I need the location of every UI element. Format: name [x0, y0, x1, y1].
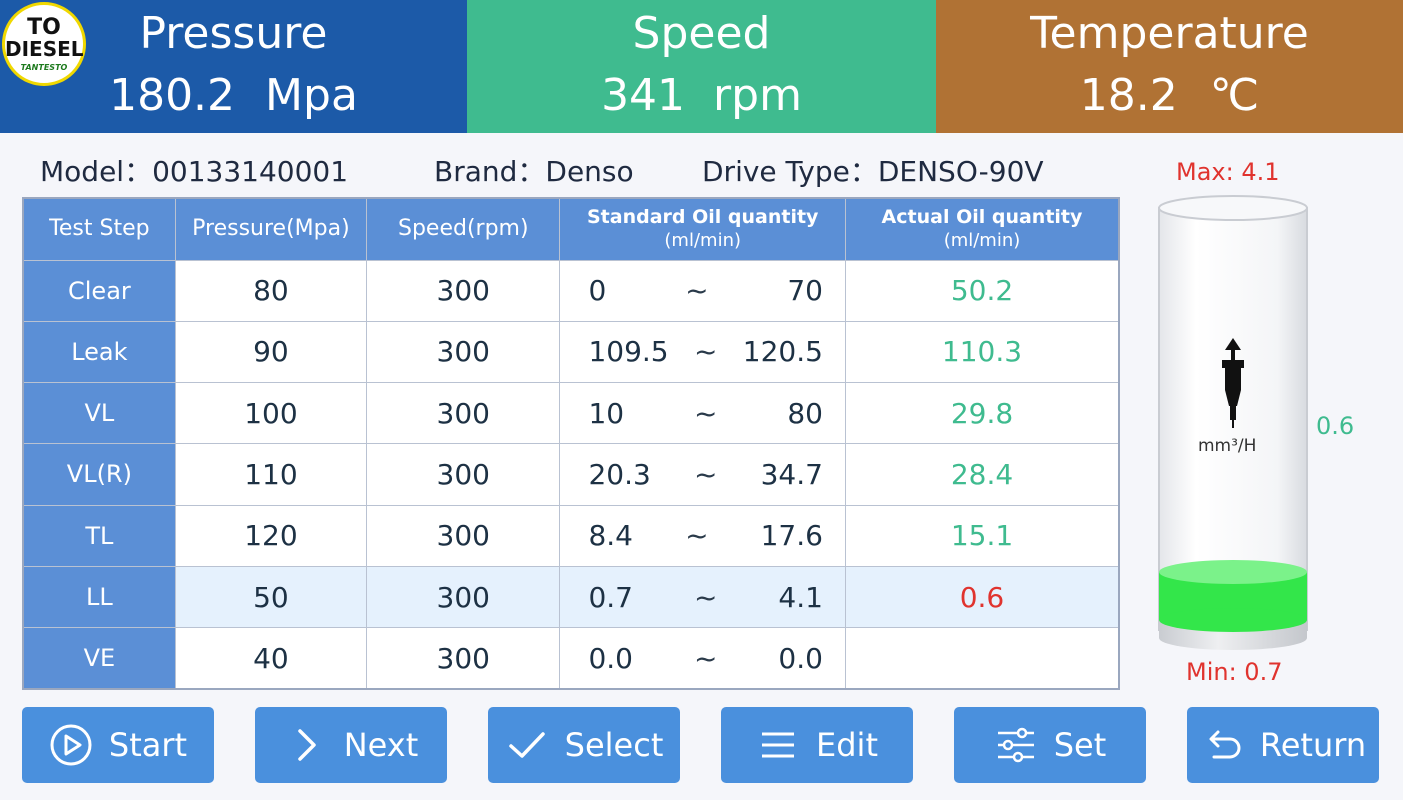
temperature-value: 18.2: [1079, 70, 1178, 121]
menu-lines-icon: [756, 723, 800, 767]
speed-cell: 300: [366, 565, 561, 629]
actual-cell: 15.1: [844, 504, 1120, 567]
beaker-unit-label: mm³/H: [1198, 436, 1257, 456]
header-bar: Pressure 180.2 Mpa TO DIESEL TANTESTO Spe…: [0, 0, 1403, 133]
test-step-table: Test Step Pressure(Mpa) Speed(rpm) Stand…: [22, 197, 1120, 690]
model-info: Model：00133140001: [40, 155, 349, 188]
step-cell: VE: [22, 627, 176, 690]
step-cell: TL: [22, 504, 176, 567]
step-cell: Clear: [22, 259, 176, 322]
table-row-selected[interactable]: LL 50 300 0.7 ~4.1 0.6: [22, 565, 1120, 629]
step-cell: LL: [22, 565, 176, 629]
sliders-icon: [994, 723, 1038, 767]
standard-range-cell: 0 ~70: [559, 259, 846, 322]
edit-button[interactable]: Edit: [721, 707, 913, 783]
standard-range-cell: 8.4 ~17.6: [559, 504, 846, 567]
beaker-oil-level: [1159, 560, 1307, 632]
actual-cell: 28.4: [844, 443, 1120, 506]
step-cell: VL: [22, 382, 176, 445]
actual-cell: 110.3: [844, 320, 1120, 384]
standard-range-cell: 0.7 ~4.1: [559, 565, 846, 629]
beaker-min-label: Min: 0.7: [1186, 658, 1283, 686]
table-header-row: Test Step Pressure(Mpa) Speed(rpm) Stand…: [22, 197, 1120, 261]
col-pressure: Pressure(Mpa): [174, 197, 368, 261]
standard-range-cell: 20.3 ~34.7: [559, 443, 846, 506]
oil-surface: [1159, 560, 1307, 584]
speed-cell: 300: [366, 443, 561, 506]
table-row[interactable]: VE 40 300 0.0 ~0.0: [22, 627, 1120, 690]
pressure-title: Pressure: [139, 8, 328, 59]
return-button-label: Return: [1259, 726, 1367, 764]
temperature-panel: Temperature 18.2 ℃: [936, 0, 1403, 133]
next-button-label: Next: [343, 726, 419, 764]
select-button[interactable]: Select: [488, 707, 680, 783]
col-test-step: Test Step: [22, 197, 176, 261]
start-button-label: Start: [108, 726, 188, 764]
pressure-cell: 110: [174, 443, 368, 506]
start-button[interactable]: Start: [22, 707, 214, 783]
table-row[interactable]: Clear 80 300 0 ~70 50.2: [22, 259, 1120, 322]
pressure-panel: Pressure 180.2 Mpa TO DIESEL TANTESTO: [0, 0, 467, 133]
chevron-right-icon: [284, 723, 328, 767]
standard-range-cell: 0.0 ~0.0: [559, 627, 846, 690]
select-button-label: Select: [564, 726, 664, 764]
next-button[interactable]: Next: [255, 707, 447, 783]
oil-bottom: [1159, 608, 1307, 632]
brand-info: Brand：Denso: [434, 155, 634, 188]
speed-value: 341: [601, 70, 686, 121]
pressure-cell: 80: [174, 259, 368, 322]
oil-beaker-gauge: Max: 4.1 mm³/H 0.6 Min: [1130, 150, 1403, 695]
beaker-rim: [1158, 195, 1308, 221]
speed-panel: Speed 341 rpm: [467, 0, 936, 133]
return-button[interactable]: Return: [1187, 707, 1379, 783]
standard-range-cell: 10 ~80: [559, 382, 846, 445]
beaker-current-value: 0.6: [1316, 412, 1355, 440]
step-cell: VL(R): [22, 443, 176, 506]
speed-cell: 300: [366, 627, 561, 690]
injector-icon: [1222, 338, 1244, 428]
pressure-cell: 50: [174, 565, 368, 629]
beaker-graphic: [1158, 195, 1308, 650]
table-row[interactable]: VL(R) 110 300 20.3 ~34.7 28.4: [22, 443, 1120, 506]
actual-cell: 50.2: [844, 259, 1120, 322]
actual-cell: 29.8: [844, 382, 1120, 445]
speed-cell: 300: [366, 320, 561, 384]
speed-cell: 300: [366, 504, 561, 567]
pressure-value: 180.2: [109, 70, 236, 121]
return-arrow-icon: [1200, 723, 1244, 767]
temperature-title: Temperature: [1030, 8, 1309, 59]
actual-cell: [844, 627, 1120, 690]
pressure-cell: 100: [174, 382, 368, 445]
logo: TO DIESEL TANTESTO: [2, 2, 86, 86]
check-icon: [505, 723, 549, 767]
drive-type-info: Drive Type：DENSO-90V: [702, 155, 1044, 188]
col-speed: Speed(rpm): [366, 197, 561, 261]
pressure-cell: 90: [174, 320, 368, 384]
pressure-cell: 120: [174, 504, 368, 567]
play-circle-icon: [49, 723, 93, 767]
table-row[interactable]: VL 100 300 10 ~80 29.8: [22, 382, 1120, 445]
set-button[interactable]: Set: [954, 707, 1146, 783]
step-cell: Leak: [22, 320, 176, 384]
edit-button-label: Edit: [816, 726, 878, 764]
speed-cell: 300: [366, 259, 561, 322]
standard-range-cell: 109.5 ~120.5: [559, 320, 846, 384]
pressure-unit: Mpa: [265, 70, 358, 121]
set-button-label: Set: [1053, 726, 1107, 764]
temperature-unit: ℃: [1209, 70, 1260, 121]
table-row[interactable]: Leak 90 300 109.5 ~120.5 110.3: [22, 320, 1120, 384]
table-row[interactable]: TL 120 300 8.4 ~17.6 15.1: [22, 504, 1120, 567]
col-standard-oil: Standard Oil quantity (ml/min): [559, 197, 846, 261]
speed-cell: 300: [366, 382, 561, 445]
pressure-cell: 40: [174, 627, 368, 690]
col-actual-oil: Actual Oil quantity (ml/min): [844, 197, 1120, 261]
beaker-max-label: Max: 4.1: [1176, 158, 1280, 186]
speed-unit: rpm: [713, 70, 802, 121]
actual-cell: 0.6: [844, 565, 1120, 629]
speed-title: Speed: [632, 8, 771, 59]
